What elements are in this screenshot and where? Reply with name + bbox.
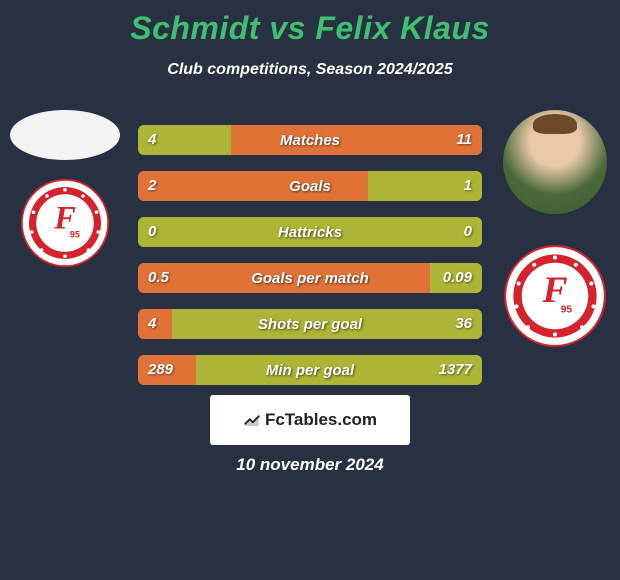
stat-value-left: 0.5 xyxy=(148,263,169,293)
player-right-avatar xyxy=(503,110,607,214)
date-text: 10 november 2024 xyxy=(0,455,620,475)
chart-icon xyxy=(243,411,261,429)
player-right-club-badge: F 95 xyxy=(503,244,607,348)
stat-label: Shots per goal xyxy=(258,316,362,333)
stat-label: Matches xyxy=(280,132,340,149)
svg-text:95: 95 xyxy=(561,305,573,316)
stat-row: 0 0 Hattricks xyxy=(138,217,482,247)
stat-value-left: 2 xyxy=(148,171,156,201)
stat-value-left: 0 xyxy=(148,217,156,247)
stat-row: 2 1 Goals xyxy=(138,171,482,201)
stat-value-left: 289 xyxy=(148,355,173,385)
stat-value-left: 4 xyxy=(148,309,156,339)
stat-value-right: 36 xyxy=(455,309,472,339)
stat-label: Goals xyxy=(289,178,331,195)
stat-value-right: 0.09 xyxy=(443,263,472,293)
stat-label: Goals per match xyxy=(251,270,369,287)
player-right-column: F 95 xyxy=(490,110,620,348)
svg-text:95: 95 xyxy=(70,229,80,239)
stat-label: Hattricks xyxy=(278,224,342,241)
stat-fill-right xyxy=(231,125,482,155)
comparison-subtitle: Club competitions, Season 2024/2025 xyxy=(0,61,620,79)
player-left-avatar xyxy=(10,110,120,160)
player-left-column: F 95 xyxy=(0,110,130,268)
stat-label: Min per goal xyxy=(266,362,354,379)
stat-value-right: 0 xyxy=(464,217,472,247)
player-left-club-badge: F 95 xyxy=(20,178,110,268)
stat-value-right: 1377 xyxy=(439,355,472,385)
stat-row: 4 11 Matches xyxy=(138,125,482,155)
stat-fill-left xyxy=(138,171,368,201)
stat-value-right: 11 xyxy=(456,125,472,155)
source-badge: FcTables.com xyxy=(210,395,410,445)
stat-row: 289 1377 Min per goal xyxy=(138,355,482,385)
source-text: FcTables.com xyxy=(265,410,377,430)
stat-value-left: 4 xyxy=(148,125,156,155)
stat-bars: 4 11 Matches 2 1 Goals 0 0 Hattricks 0.5 0.09 Goals… xyxy=(138,125,482,401)
comparison-title: Schmidt vs Felix Klaus xyxy=(0,0,620,47)
stat-value-right: 1 xyxy=(464,171,472,201)
stat-row: 4 36 Shots per goal xyxy=(138,309,482,339)
stat-row: 0.5 0.09 Goals per match xyxy=(138,263,482,293)
